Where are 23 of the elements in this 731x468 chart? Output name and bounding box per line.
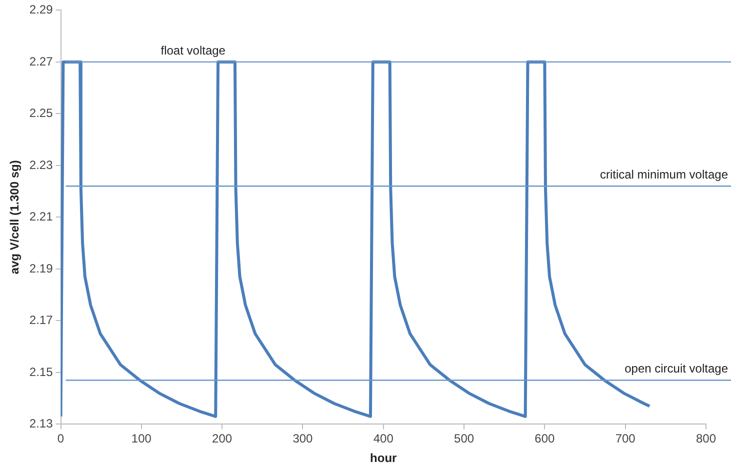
- y-tick-label: 2.15: [29, 364, 54, 379]
- y-tick-label: 2.23: [29, 158, 54, 172]
- ref-line-label: float voltage: [160, 43, 226, 58]
- y-tick-label: 2.25: [29, 106, 54, 120]
- x-tick-label: 800: [696, 432, 716, 446]
- x-tick-label: 0: [57, 432, 64, 446]
- x-tick-label: 700: [615, 432, 636, 446]
- y-tick-label: 2.21: [29, 210, 54, 224]
- x-axis-title: hour: [370, 451, 398, 466]
- y-axis-title: avg V/cell (1.300 sg): [8, 160, 22, 274]
- x-tick-label: 600: [534, 432, 556, 446]
- y-tick-label: 2.13: [29, 416, 54, 431]
- x-tick-label: 300: [292, 432, 314, 446]
- ref-line-label: open circuit voltage: [624, 362, 728, 376]
- ref-line-label: critical minimum voltage: [600, 167, 728, 182]
- y-tick-label: 2.19: [29, 261, 54, 276]
- x-tick-label: 500: [454, 432, 474, 446]
- x-tick-label: 100: [131, 432, 152, 446]
- y-tick-label: 2.27: [29, 54, 54, 68]
- x-tick-label: 400: [373, 432, 394, 446]
- x-tick-label: 200: [212, 432, 232, 446]
- y-tick-label: 2.17: [29, 313, 54, 328]
- y-tick-label: 2.29: [29, 2, 54, 17]
